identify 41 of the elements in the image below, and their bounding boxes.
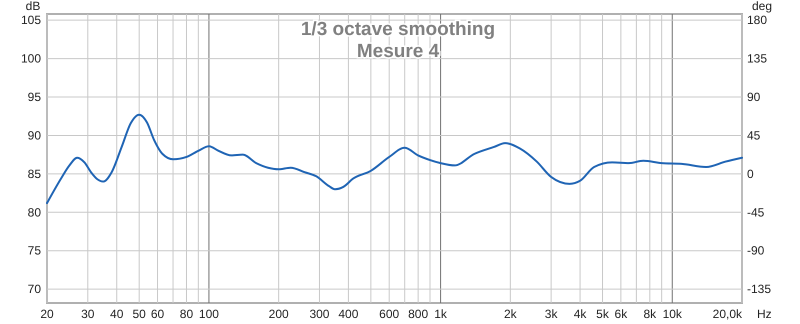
y-tick-label: 105 (20, 13, 42, 28)
y2-axis-title: deg (752, 0, 772, 13)
y-tick-label: 80 (28, 205, 42, 220)
x-tick-label: 3k (544, 307, 558, 321)
y-tick-label: 75 (28, 244, 42, 258)
y2-tick-label: -135 (747, 282, 772, 296)
x-tick-label: 4k (574, 307, 588, 321)
y-tick-label: 70 (28, 282, 42, 296)
y2-tick-label: -45 (747, 205, 765, 220)
x-axis-title: Hz (757, 307, 772, 321)
y-tick-label: 90 (28, 128, 42, 142)
x-tick-label: 20 (40, 307, 54, 321)
x-tick-label: 200 (268, 307, 289, 321)
x-tick-label: 300 (309, 307, 330, 321)
x-tick-label: 5k (596, 307, 610, 321)
x-tick-label: 600 (379, 307, 400, 321)
x-tick-label: 80 (180, 307, 194, 321)
y-tick-label: 100 (20, 52, 42, 66)
x-tick-label: 50 (132, 307, 146, 321)
x-tick-label: 1k (434, 307, 448, 321)
x-tick-label: 6k (614, 307, 628, 321)
x-tick-label: 20,0k (712, 307, 743, 321)
y2-tick-label: 135 (747, 52, 768, 66)
y2-tick-label: 90 (747, 90, 761, 104)
text: Mesure 4 (356, 41, 440, 62)
x-tick-label: 10k (662, 307, 683, 321)
x-tick-label: 2k (504, 307, 518, 321)
x-tick-label: 40 (110, 307, 124, 321)
y2-tick-label: 180 (747, 13, 768, 28)
x-tick-label: 100 (198, 307, 220, 321)
x-tick-label: 8k (643, 307, 658, 321)
y-tick-label: 85 (28, 166, 42, 181)
y2-tick-label: 45 (747, 128, 761, 142)
y-axis-title: dB (26, 0, 40, 13)
y-tick-label: 95 (28, 90, 42, 104)
x-tick-label: 400 (338, 307, 359, 321)
x-tick-label: 60 (150, 307, 165, 321)
x-tick-label: 800 (408, 307, 428, 321)
y2-tick-label: -90 (747, 244, 765, 258)
y2-tick-label: 0 (747, 166, 754, 181)
x-tick-label: 30 (81, 307, 95, 321)
